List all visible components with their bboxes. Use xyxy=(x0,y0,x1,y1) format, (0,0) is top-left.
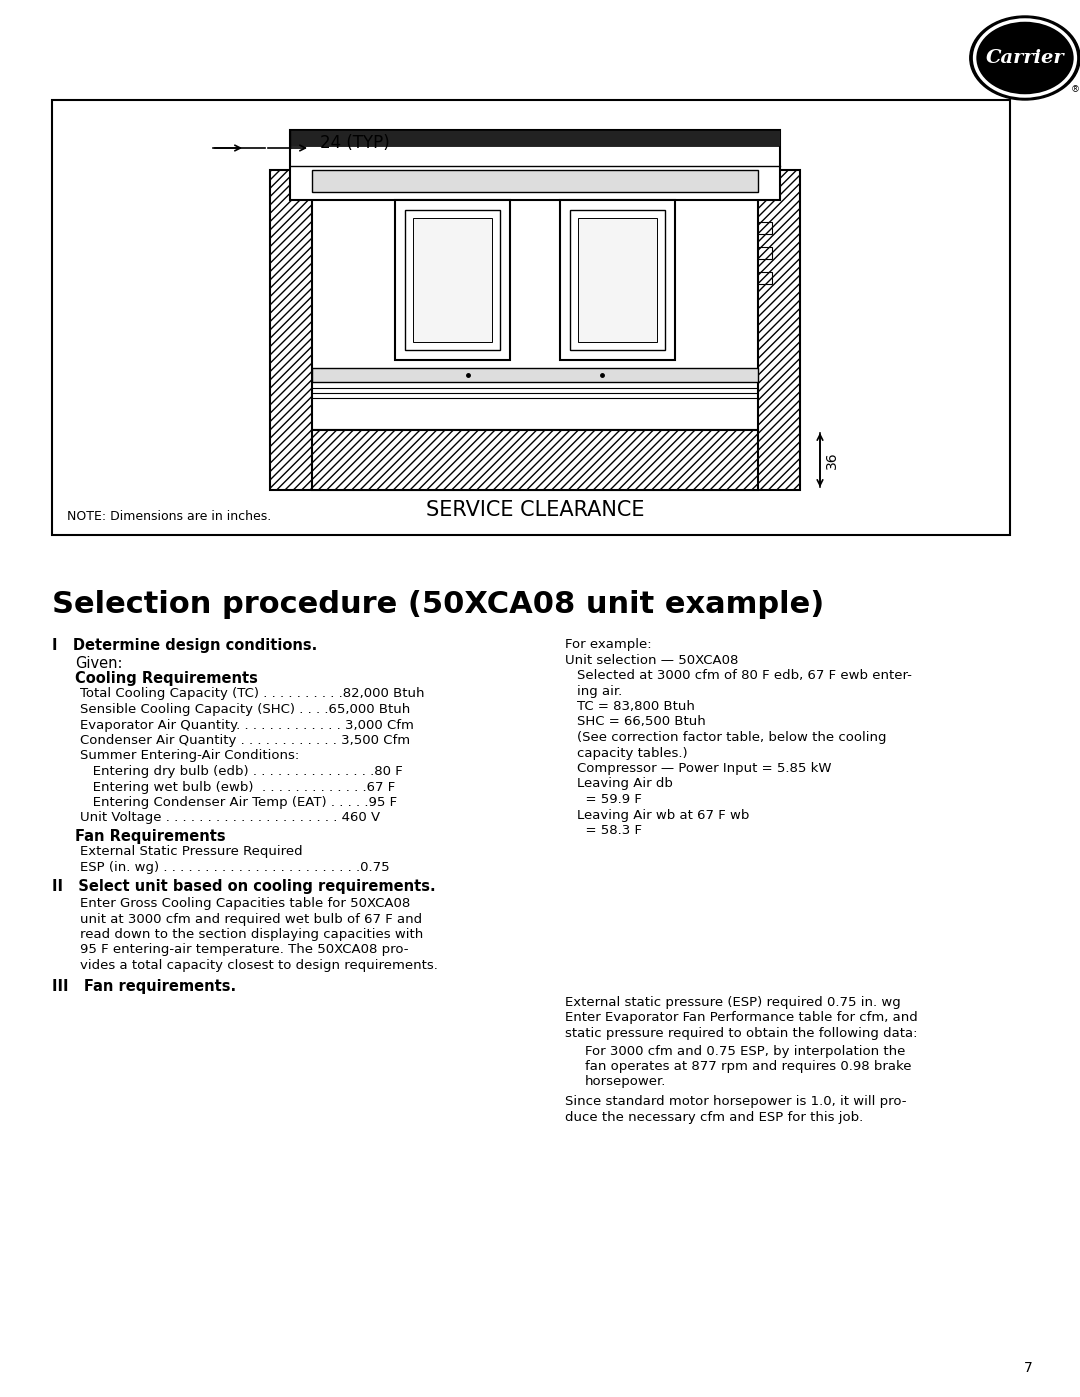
Bar xyxy=(312,430,758,490)
Text: Enter Evaporator Fan Performance table for cfm, and: Enter Evaporator Fan Performance table f… xyxy=(565,1011,918,1024)
Text: horsepower.: horsepower. xyxy=(585,1076,666,1088)
Text: III   Fan requirements.: III Fan requirements. xyxy=(52,978,237,993)
Text: Carrier: Carrier xyxy=(986,49,1064,67)
Text: Entering dry bulb (edb) . . . . . . . . . . . . . . .80 F: Entering dry bulb (edb) . . . . . . . . … xyxy=(80,766,403,778)
Text: For 3000 cfm and 0.75 ESP, by interpolation the: For 3000 cfm and 0.75 ESP, by interpolat… xyxy=(585,1045,905,1058)
Bar xyxy=(291,130,780,200)
Text: Unit Voltage . . . . . . . . . . . . . . . . . . . . . 460 V: Unit Voltage . . . . . . . . . . . . . .… xyxy=(80,812,380,824)
Text: For example:: For example: xyxy=(565,638,651,651)
Text: Given:: Given: xyxy=(75,655,122,671)
Text: Fan Requirements: Fan Requirements xyxy=(75,828,226,844)
Bar xyxy=(758,222,772,235)
Text: NOTE: Dimensions are in inches.: NOTE: Dimensions are in inches. xyxy=(67,510,271,524)
Text: Enter Gross Cooling Capacities table for 50XCA08: Enter Gross Cooling Capacities table for… xyxy=(80,897,410,909)
Text: = 58.3 F: = 58.3 F xyxy=(577,824,642,837)
Bar xyxy=(291,130,780,147)
Text: unit at 3000 cfm and required wet bulb of 67 F and: unit at 3000 cfm and required wet bulb o… xyxy=(80,912,422,925)
Text: 95 F entering-air temperature. The 50XCA08 pro-: 95 F entering-air temperature. The 50XCA… xyxy=(80,943,408,957)
Text: Entering Condenser Air Temp (EAT) . . . . .95 F: Entering Condenser Air Temp (EAT) . . . … xyxy=(80,796,397,809)
Text: Selected at 3000 cfm of 80 F edb, 67 F ewb enter-: Selected at 3000 cfm of 80 F edb, 67 F e… xyxy=(577,669,912,682)
Text: Total Cooling Capacity (TC) . . . . . . . . . .82,000 Btuh: Total Cooling Capacity (TC) . . . . . . … xyxy=(80,687,424,700)
Bar xyxy=(570,210,665,351)
Bar xyxy=(413,218,492,342)
Text: TC = 83,800 Btuh: TC = 83,800 Btuh xyxy=(577,700,694,712)
Text: read down to the section displaying capacities with: read down to the section displaying capa… xyxy=(80,928,423,942)
Text: Leaving Air wb at 67 F wb: Leaving Air wb at 67 F wb xyxy=(577,809,750,821)
Text: Sensible Cooling Capacity (SHC) . . . .65,000 Btuh: Sensible Cooling Capacity (SHC) . . . .6… xyxy=(80,703,410,717)
Text: ESP (in. wg) . . . . . . . . . . . . . . . . . . . . . . . .0.75: ESP (in. wg) . . . . . . . . . . . . . .… xyxy=(80,861,390,875)
Text: capacity tables.): capacity tables.) xyxy=(577,746,688,760)
Text: Summer Entering-Air Conditions:: Summer Entering-Air Conditions: xyxy=(80,750,299,763)
Bar xyxy=(578,218,657,342)
Text: 7: 7 xyxy=(1024,1361,1032,1375)
Text: = 59.9 F: = 59.9 F xyxy=(577,793,642,806)
Text: Cooling Requirements: Cooling Requirements xyxy=(75,671,258,686)
Text: SERVICE CLEARANCE: SERVICE CLEARANCE xyxy=(426,500,645,520)
Text: Since standard motor horsepower is 1.0, it will pro-: Since standard motor horsepower is 1.0, … xyxy=(565,1095,906,1108)
Text: I   Determine design conditions.: I Determine design conditions. xyxy=(52,638,318,652)
Text: 36: 36 xyxy=(825,451,839,469)
Bar xyxy=(758,247,772,258)
Text: Compressor — Power Input = 5.85 kW: Compressor — Power Input = 5.85 kW xyxy=(577,761,832,775)
Ellipse shape xyxy=(970,15,1080,101)
Bar xyxy=(312,170,758,191)
Text: fan operates at 877 rpm and requires 0.98 brake: fan operates at 877 rpm and requires 0.9… xyxy=(585,1060,912,1073)
Text: vides a total capacity closest to design requirements.: vides a total capacity closest to design… xyxy=(80,958,437,972)
Text: II   Select unit based on cooling requirements.: II Select unit based on cooling requirem… xyxy=(52,880,435,894)
Text: Evaporator Air Quantity. . . . . . . . . . . . . 3,000 Cfm: Evaporator Air Quantity. . . . . . . . .… xyxy=(80,718,414,732)
Bar xyxy=(395,200,510,360)
Text: 24 (TYP): 24 (TYP) xyxy=(320,134,390,152)
Text: ing air.: ing air. xyxy=(577,685,622,697)
Bar xyxy=(270,170,800,490)
Text: External Static Pressure Required: External Static Pressure Required xyxy=(80,845,302,859)
Bar xyxy=(312,170,758,430)
Text: static pressure required to obtain the following data:: static pressure required to obtain the f… xyxy=(565,1027,918,1039)
Text: ®: ® xyxy=(1071,85,1080,95)
Ellipse shape xyxy=(974,20,1076,96)
Text: duce the necessary cfm and ESP for this job.: duce the necessary cfm and ESP for this … xyxy=(565,1111,863,1123)
Text: Condenser Air Quantity . . . . . . . . . . . . 3,500 Cfm: Condenser Air Quantity . . . . . . . . .… xyxy=(80,733,410,747)
Bar xyxy=(405,210,500,351)
Bar xyxy=(312,367,758,381)
Bar xyxy=(758,272,772,284)
Text: Entering wet bulb (ewb)  . . . . . . . . . . . . .67 F: Entering wet bulb (ewb) . . . . . . . . … xyxy=(80,781,395,793)
Text: Selection procedure (50XCA08 unit example): Selection procedure (50XCA08 unit exampl… xyxy=(52,590,824,619)
Text: External static pressure (ESP) required 0.75 in. wg: External static pressure (ESP) required … xyxy=(565,996,901,1009)
Text: SHC = 66,500 Btuh: SHC = 66,500 Btuh xyxy=(577,715,705,728)
Text: Leaving Air db: Leaving Air db xyxy=(577,778,673,791)
Text: (See correction factor table, below the cooling: (See correction factor table, below the … xyxy=(577,731,887,745)
Bar xyxy=(52,101,1010,535)
Bar xyxy=(561,200,675,360)
Text: Unit selection — 50XCA08: Unit selection — 50XCA08 xyxy=(565,654,739,666)
